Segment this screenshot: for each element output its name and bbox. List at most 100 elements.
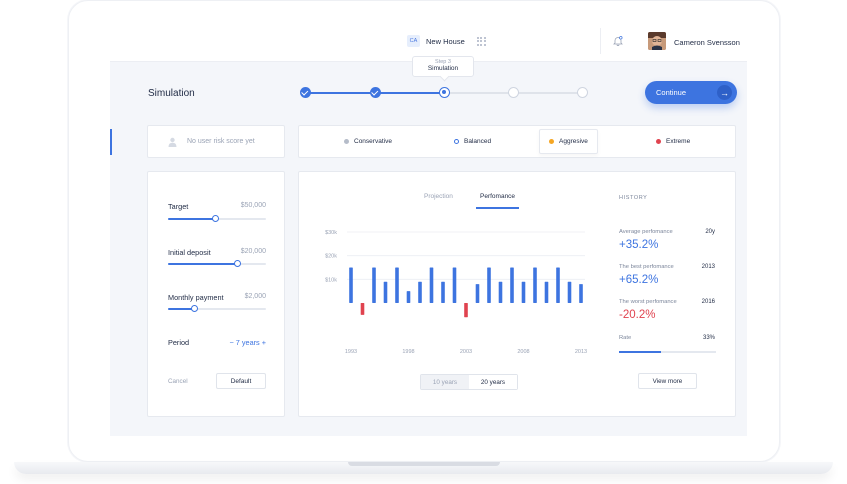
step-tooltip: Step 3 Simulation [412,56,474,77]
app-screen: CA New House Cameron Svensson Simulatio [110,20,747,436]
notification-bell-icon[interactable] [613,36,623,46]
y-tick-label: $20k [325,254,337,260]
initial-deposit-slider[interactable] [168,260,266,267]
tooltip-step: Step 3 [435,59,451,65]
tab-projection[interactable]: Projection [424,193,453,200]
x-tick-label: 2008 [517,349,529,355]
chart-panel: Projection Perfomance $30k $20k $10k 1993 19… [298,171,736,417]
slider-fill [168,218,216,220]
chart-bar [395,267,399,303]
y-tick-label: $30k [325,230,337,236]
chart-bar [533,267,537,303]
top-bar: CA New House Cameron Svensson [110,20,747,62]
chart-bar [452,267,457,303]
step-2[interactable] [370,87,381,98]
chart-bar [498,281,503,303]
user-risk-text: No user risk score yet [187,138,255,145]
risk-option-aggressive[interactable]: Aggresive [539,129,598,154]
continue-button[interactable]: Continue → [645,81,737,104]
x-tick-label: 2003 [460,349,472,355]
range-10-years[interactable]: 10 years [421,375,469,389]
page-title: Simulation [148,88,195,99]
worst-year: 2016 [701,299,715,305]
step-1[interactable] [300,87,311,98]
x-tick-label: 1998 [402,349,414,355]
performance-chart: $30k $20k $10k 1993 1998 2003 2008 2013 [325,230,587,355]
chart-bar [487,267,491,303]
chart-bar [521,281,526,303]
slider-fill [168,263,238,265]
target-value: $50,000 [240,202,266,209]
period-stepper[interactable]: − 7 years + [229,338,266,347]
period-label: Period [168,338,190,347]
best-value: +65.2% [619,274,659,286]
extreme-dot-icon [656,139,661,144]
conservative-dot-icon [344,139,349,144]
risk-option-conservative[interactable]: Conservative [344,126,392,157]
chart-bar [383,281,388,303]
risk-option-extreme[interactable]: Extreme [656,126,690,157]
best-label: The best perfomance [619,264,674,270]
header-divider [600,28,601,54]
chart-bar [406,291,411,303]
initial-deposit-field: Initial deposit $20,000 [168,248,266,257]
chart-bar [556,267,560,303]
avatar[interactable] [648,32,666,50]
monthly-payment-slider[interactable] [168,305,266,312]
chart-bar [464,303,468,318]
step-5[interactable] [577,87,588,98]
risk-option-label: Extreme [666,138,691,145]
risk-option-balanced[interactable]: Balanced [454,126,491,157]
cancel-button[interactable]: Cancel [168,378,188,385]
laptop-notch [348,462,500,466]
user-icon [168,137,177,147]
x-tick-label: 1993 [345,349,357,355]
average-label: Average perfomance [619,229,673,235]
slider-fill [168,308,195,310]
monthly-payment-value: $2,000 [244,293,266,300]
average-period: 20y [705,229,715,235]
x-tick-label: 2013 [575,349,587,355]
default-button[interactable]: Default [216,373,266,389]
initial-deposit-label: Initial deposit [168,248,211,257]
balanced-radio-icon [454,139,459,144]
chart-bar [418,281,422,303]
worst-label: The worst perfomance [619,299,677,305]
step-3[interactable] [439,87,450,98]
inputs-panel: Target $50,000 Initial deposit $20,000 M… [147,171,285,417]
slider-knob[interactable] [234,260,242,267]
chart-bar [441,281,445,303]
user-name[interactable]: Cameron Svensson [674,38,740,47]
slider-knob[interactable] [190,305,198,312]
range-20-years[interactable]: 20 years [469,375,517,389]
chart-bar [544,281,549,303]
view-more-button[interactable]: View more [638,373,697,389]
period-field: Period − 7 years + [168,338,266,347]
sidebar-active-indicator [110,129,112,155]
chart-bar [579,284,583,303]
chart-bar [429,267,434,303]
apps-grid-icon[interactable] [476,36,486,46]
target-field: Target $50,000 [168,202,266,211]
average-value: +35.2% [619,239,659,251]
project-switcher[interactable]: CA New House [407,35,486,47]
project-badge: CA [407,35,420,47]
history-title: HISTORY [619,195,648,201]
target-slider[interactable] [168,215,266,222]
project-name: New House [426,36,465,46]
chart-bar [349,267,353,303]
chart-bar [372,267,376,303]
risk-selector: Conservative Balanced Aggresive Extreme [298,125,736,158]
arrow-right-icon: → [717,85,732,100]
user-risk-card: No user risk score yet [147,125,285,158]
risk-option-label: Aggresive [559,138,588,145]
rate-value: 33% [702,335,715,341]
continue-label: Continue [656,88,687,97]
rate-bar [619,351,716,353]
tooltip-label: Simulation [427,65,459,72]
tab-performance[interactable]: Perfomance [480,193,516,200]
rate-label: Rate [619,335,632,341]
step-4[interactable] [508,87,519,98]
active-tab-underline [476,207,519,209]
slider-knob[interactable] [211,215,219,222]
